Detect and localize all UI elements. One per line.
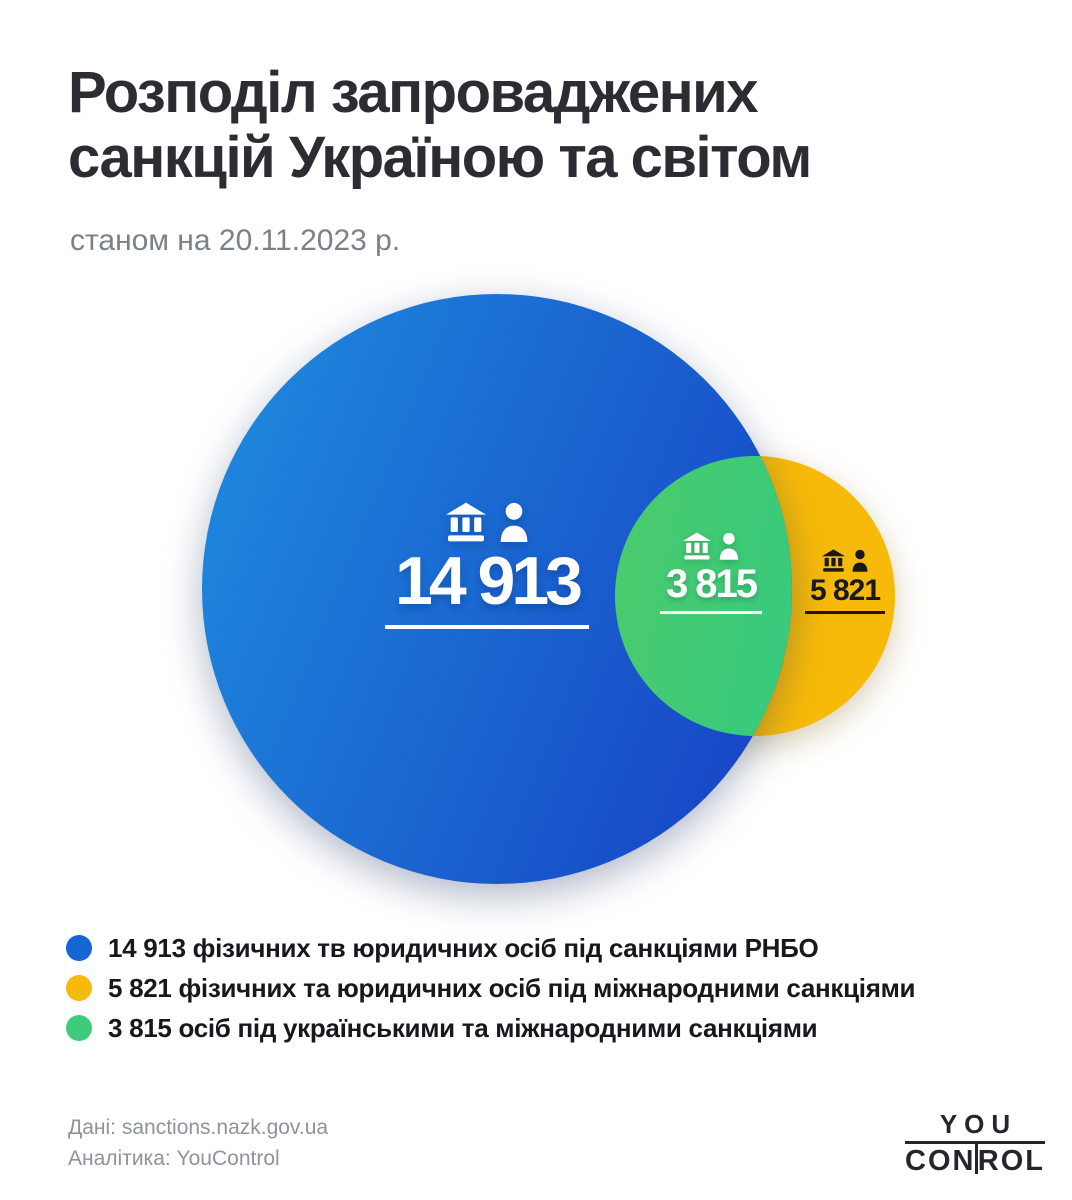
legend-dot-green [66, 1015, 92, 1041]
analytics-credit: Аналітика: YouControl [68, 1147, 280, 1170]
logo-control-text: CON ROL [905, 1143, 1045, 1179]
logo-you-text: YOU [939, 1109, 1018, 1139]
bank-icon [821, 549, 845, 572]
label-international-sanctions: 5 821 [804, 549, 886, 614]
legend-dot-yellow [66, 975, 92, 1001]
footer-credits: Дані: sanctions.nazk.gov.ua Аналітика: Y… [68, 1112, 328, 1174]
legend-label: 14 913 фізичних тв юридичних осіб під са… [108, 932, 819, 963]
legend-item-international: 5 821 фізичних та юридичних осіб під між… [66, 968, 916, 1008]
entity-icons [444, 502, 530, 542]
logo-con: CON [905, 1145, 976, 1178]
person-icon [852, 549, 868, 572]
legend: 14 913 фізичних тв юридичних осіб під са… [66, 928, 916, 1048]
legend-item-ukraine: 14 913 фізичних тв юридичних осіб під са… [66, 928, 915, 968]
as-of-date-subtitle: станом на 20.11.2023 р. [70, 224, 401, 257]
sanction-count-international: 5 821 [804, 576, 886, 614]
youcontrol-logo: YOU CON ROL [905, 1110, 1045, 1179]
page-title-line1: Розподіл запроваджених [68, 60, 759, 125]
legend-dot-blue [66, 935, 92, 961]
bank-icon [682, 532, 711, 560]
label-overlap-sanctions: 3 815 [659, 532, 763, 614]
person-icon [719, 532, 739, 560]
data-source: Дані: sanctions.nazk.gov.ua [68, 1116, 329, 1139]
bank-icon [445, 502, 486, 542]
logo-rol: ROL [977, 1145, 1045, 1178]
page-title-line2: санкцій Україною та світом [68, 125, 812, 190]
set-overlap-region [615, 456, 792, 736]
page-title: Розподіл запроваджених санкцій Україною … [68, 60, 812, 190]
entity-icons [821, 549, 869, 572]
logo-divider [905, 1140, 1045, 1144]
logo-t-stem [975, 1143, 978, 1174]
entity-icons [682, 532, 740, 560]
legend-label: 3 815 осіб під українськими та міжнародн… [108, 1012, 818, 1043]
sanction-count-overlap: 3 815 [659, 564, 763, 614]
person-icon [500, 502, 528, 542]
legend-item-overlap: 3 815 осіб під українськими та міжнародн… [66, 1008, 915, 1048]
set-ukraine-circle [202, 294, 792, 884]
legend-label: 5 821 фізичних та юридичних осіб під між… [108, 972, 916, 1003]
sanction-count-ukraine: 14 913 [385, 547, 589, 629]
label-ukraine-sanctions: 14 913 [385, 502, 589, 629]
